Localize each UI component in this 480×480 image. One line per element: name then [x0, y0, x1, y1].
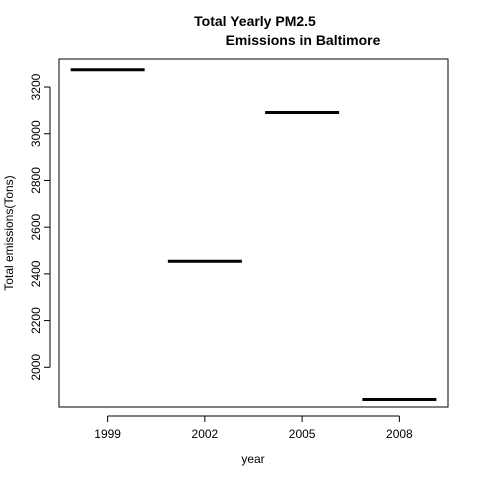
- chart-title: Total Yearly PM2.5: [194, 13, 316, 29]
- x-tick-label: 2008: [386, 427, 413, 441]
- x-axis-label: year: [241, 452, 264, 466]
- chart-subtitle: Emissions in Baltimore: [226, 32, 381, 48]
- x-tick-label: 1999: [94, 427, 121, 441]
- chart-marks: [70, 68, 437, 402]
- y-tick-label: 3000: [29, 120, 43, 147]
- y-tick-label: 2800: [29, 167, 43, 194]
- y-axis-label: Total emissions(Tons): [2, 175, 16, 290]
- x-axis: 1999 2002 2005 2008: [94, 415, 413, 441]
- plot-frame: [58, 58, 449, 408]
- y-tick-label: 3200: [29, 73, 43, 100]
- y-tick-label: 2200: [29, 307, 43, 334]
- y-tick-label: 2000: [29, 354, 43, 381]
- y-axis: 2000 2200 2400 2600 2800 3000 3200: [29, 73, 51, 381]
- y-tick-label: 2600: [29, 213, 43, 240]
- x-tick-label: 2002: [192, 427, 219, 441]
- y-tick-label: 2400: [29, 260, 43, 287]
- x-tick-label: 2005: [289, 427, 316, 441]
